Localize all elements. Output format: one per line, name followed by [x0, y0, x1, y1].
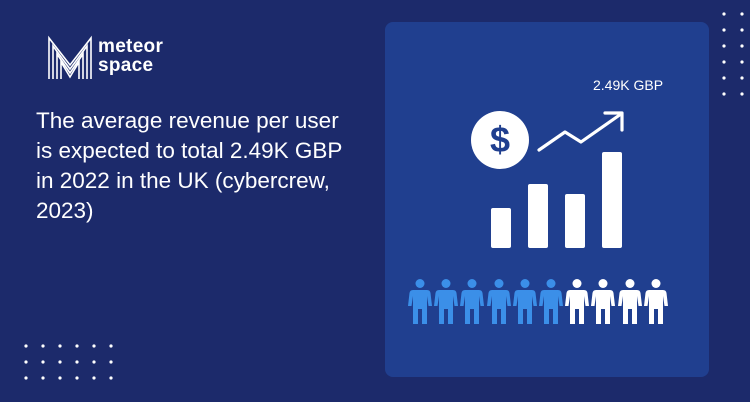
- logo-line-1: meteor: [98, 36, 164, 57]
- growth-bar-4: [602, 152, 622, 248]
- stat-headline: The average revenue per user is expected…: [36, 108, 343, 223]
- decorative-dot-grid-left: [24, 344, 113, 380]
- person-icon: [643, 279, 668, 324]
- brand-logo: meteor space: [46, 35, 206, 81]
- revenue-value-label: 2.49K GBP: [593, 77, 664, 93]
- logo-line-2: space: [98, 55, 154, 76]
- dollar-icon: $: [471, 111, 529, 169]
- dollar-symbol: $: [489, 119, 511, 160]
- person-icon-highlighted: [512, 279, 537, 324]
- decorative-dot-grid-right: [722, 12, 744, 96]
- person-icon: [591, 279, 616, 324]
- infographic-card: 2.49K GBP $: [385, 22, 709, 377]
- growth-bar-3: [565, 194, 585, 248]
- person-icon-highlighted: [539, 279, 563, 324]
- person-icon-highlighted: [460, 279, 485, 324]
- person-icon-highlighted: [434, 279, 459, 324]
- growth-bar-2: [528, 184, 548, 248]
- person-icon: [565, 279, 590, 324]
- growth-bar-1: [491, 208, 511, 248]
- person-icon: [617, 279, 642, 324]
- trend-arrow-icon: [537, 111, 624, 152]
- person-icon-highlighted: [486, 279, 511, 324]
- logo-wordmark: meteor space: [98, 37, 163, 75]
- person-icon-highlighted: [408, 279, 432, 324]
- logo-m-icon: [48, 35, 92, 79]
